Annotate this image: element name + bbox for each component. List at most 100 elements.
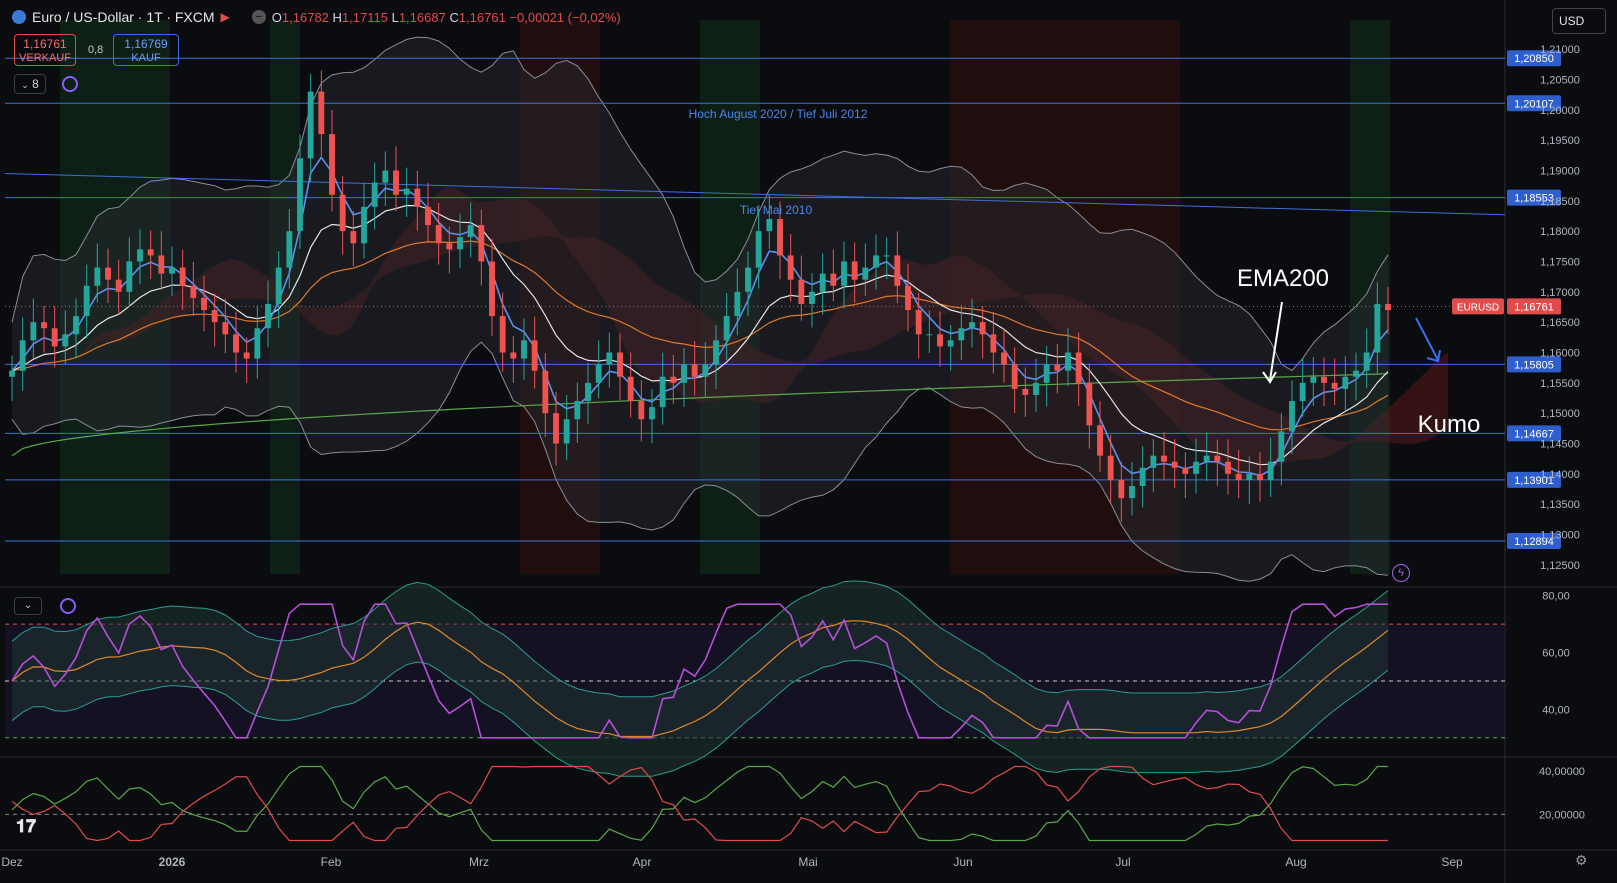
candle-body bbox=[115, 279, 122, 292]
sell-label: VERKAUF bbox=[19, 52, 71, 64]
level-tag bbox=[1507, 189, 1561, 206]
candle-body bbox=[211, 310, 218, 323]
currency-select[interactable]: USD bbox=[1552, 8, 1606, 34]
price-tick-label: 1,20000 bbox=[1540, 105, 1580, 117]
last-price-label: 1,16761 bbox=[1514, 301, 1554, 313]
candle-body bbox=[1054, 364, 1061, 371]
price-tick-label: 1,17500 bbox=[1540, 256, 1580, 268]
candle-body bbox=[147, 249, 154, 256]
candle-body bbox=[201, 297, 207, 311]
price-tick-label: 1,19000 bbox=[1540, 165, 1580, 177]
price-tick-label: 1,13500 bbox=[1540, 499, 1580, 511]
minus-icon[interactable]: − bbox=[251, 10, 266, 24]
candle-body bbox=[275, 267, 282, 304]
candle-body bbox=[1203, 455, 1210, 462]
ema200-arrow-head bbox=[1262, 371, 1277, 384]
candle-body bbox=[1033, 382, 1039, 395]
candle-body bbox=[499, 316, 506, 353]
trend-line bbox=[4, 173, 1506, 216]
time-tick-label: Dez bbox=[1, 855, 22, 869]
candle-body bbox=[1278, 431, 1285, 462]
candle-body bbox=[755, 231, 762, 268]
candle-body bbox=[819, 273, 826, 292]
chevron-down-icon: ⌄ bbox=[23, 600, 33, 611]
flag-marker-icon[interactable]: ▶ bbox=[220, 10, 230, 24]
symbol-tag bbox=[1452, 298, 1504, 315]
candle-body bbox=[809, 291, 815, 304]
buy-button[interactable]: 1,16769 KAUF bbox=[113, 34, 179, 66]
rsi-bb-lower bbox=[11, 659, 1389, 777]
change-value: −0,00021 (−0,02%) bbox=[509, 9, 621, 25]
candle-body bbox=[1043, 364, 1050, 383]
candle-body bbox=[1385, 303, 1391, 311]
panel-collapse-button[interactable]: ⌄ bbox=[14, 597, 42, 615]
sell-button[interactable]: 1,16761 VERKAUF bbox=[14, 34, 76, 66]
rsi-tick-label: 80,00 bbox=[1542, 591, 1570, 603]
rsi-tick-label: 40,00 bbox=[1542, 704, 1570, 716]
candle-body bbox=[1214, 455, 1221, 462]
candle-body bbox=[649, 407, 655, 420]
candle-body bbox=[382, 170, 389, 183]
candle-body bbox=[83, 285, 90, 317]
candle-body bbox=[233, 334, 239, 353]
candle-body bbox=[1246, 473, 1253, 480]
ema20-line bbox=[11, 204, 1389, 466]
candle-body bbox=[1001, 352, 1007, 365]
candle-body bbox=[627, 376, 634, 402]
candle-body bbox=[1011, 364, 1018, 389]
candle-body bbox=[1321, 376, 1327, 383]
candle-body bbox=[1065, 352, 1071, 371]
time-tick-label: Mrz bbox=[469, 855, 489, 869]
candle-body bbox=[318, 91, 325, 135]
candle-body bbox=[766, 219, 773, 232]
price-tick-label: 1,18500 bbox=[1540, 196, 1580, 208]
candle-body bbox=[62, 334, 69, 347]
candle-body bbox=[73, 316, 79, 335]
refresh-icon[interactable] bbox=[60, 598, 76, 614]
tradingview-logo-icon: 𝟏𝟕 bbox=[16, 816, 37, 836]
price-tick-label: 1,15000 bbox=[1540, 408, 1580, 420]
candle-body bbox=[681, 364, 687, 383]
indicator-count: 8 bbox=[32, 77, 39, 91]
candle-body bbox=[702, 364, 709, 377]
level-tag bbox=[1507, 356, 1561, 373]
price-tick-label: 1,18000 bbox=[1540, 226, 1580, 238]
candle-body bbox=[787, 255, 794, 280]
candle-body bbox=[1374, 303, 1381, 353]
candle-body bbox=[873, 255, 879, 268]
level-label: 1,15805 bbox=[1514, 359, 1554, 371]
price-tick-label: 1,14000 bbox=[1540, 469, 1580, 481]
candle-body bbox=[1107, 455, 1114, 480]
kumo-cloud bbox=[72, 187, 1448, 481]
regime-band bbox=[60, 20, 170, 574]
candle-body bbox=[606, 352, 613, 365]
candle-body bbox=[457, 237, 463, 250]
annotation-text: Kumo bbox=[1418, 411, 1481, 438]
indicator-toggle-button[interactable]: ⌄ 8 bbox=[14, 74, 46, 94]
settings-gear-icon[interactable]: ⚙ bbox=[1575, 852, 1588, 868]
symbol-title[interactable]: Euro / US-Dollar · 1T · FXCM bbox=[32, 9, 215, 25]
buy-label: KAUF bbox=[131, 52, 161, 64]
candle-body bbox=[841, 261, 847, 286]
candle-body bbox=[1097, 425, 1103, 456]
time-tick-label: Apr bbox=[633, 855, 652, 869]
candle-body bbox=[1225, 461, 1231, 474]
level-label: 1,20107 bbox=[1514, 98, 1554, 110]
candle-body bbox=[947, 340, 954, 347]
price-tick-label: 1,16500 bbox=[1540, 317, 1580, 329]
refresh-icon[interactable] bbox=[62, 76, 78, 92]
candle-body bbox=[393, 170, 399, 195]
candle-body bbox=[254, 328, 261, 359]
candle-body bbox=[126, 261, 133, 292]
candle-body bbox=[595, 364, 602, 383]
lightning-icon[interactable]: ϟ bbox=[1392, 564, 1410, 582]
candle-body bbox=[222, 322, 229, 335]
candle-body bbox=[937, 334, 943, 347]
candle-body bbox=[403, 188, 410, 195]
level-tag bbox=[1507, 532, 1561, 549]
candle-body bbox=[521, 340, 527, 359]
candle-body bbox=[617, 352, 623, 377]
candle-body bbox=[350, 231, 357, 244]
candle-body bbox=[638, 401, 645, 420]
